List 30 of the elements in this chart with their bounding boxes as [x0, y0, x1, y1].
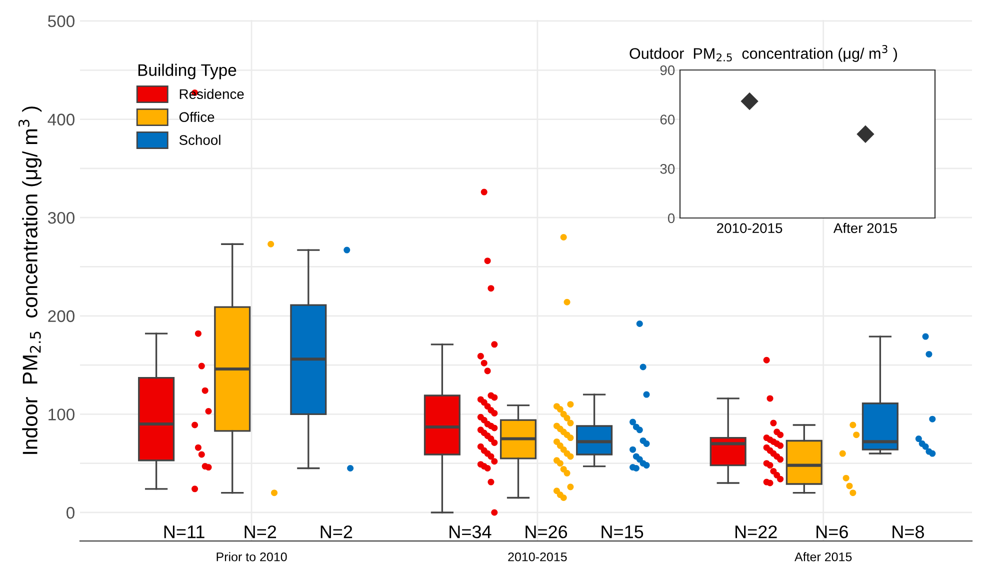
x-tick-label: 2010-2015 [508, 552, 567, 562]
y-tick-label: 200 [48, 310, 74, 322]
annotation: N=11 [164, 526, 204, 538]
annotation: N=8 [892, 525, 924, 538]
chart-title: Outdoor PM$_{2.5}$ concentration (μg/ m$^{3}$ ) [630, 44, 897, 62]
x-tick-label: After 2015 [833, 222, 897, 234]
x-tick-label: After 2015 [794, 552, 852, 562]
annotation: N=2 [244, 525, 276, 538]
legend-label: School [179, 134, 220, 145]
annotation: N=22 [736, 525, 777, 538]
y-axis-title: Indoor PM$_{2.5}$ concentration (μg/ m$^{3}$ ) [18, 106, 42, 454]
y-tick-label: 400 [48, 114, 74, 126]
y-tick-label: 0 [668, 213, 675, 224]
annotation: N=6 [816, 525, 848, 538]
annotation: N=2 [320, 525, 352, 538]
legend-label: Residence [180, 88, 244, 100]
legend-label: Office [179, 112, 214, 122]
y-tick-label: 500 [48, 15, 74, 28]
y-tick-label: 0 [66, 506, 74, 519]
y-tick-label: 90 [660, 65, 675, 76]
legend-title: Building Type [138, 64, 236, 80]
y-tick-label: 30 [660, 164, 675, 174]
annotation: N=15 [602, 526, 644, 538]
y-tick-label: 100 [48, 408, 74, 420]
y-tick-label: 300 [48, 212, 74, 224]
x-tick-label: Prior to 2010 [216, 552, 287, 562]
annotation: N=26 [526, 525, 568, 538]
y-tick-label: 60 [660, 114, 675, 125]
x-tick-label: 2010-2015 [717, 223, 782, 234]
annotation: N=34 [450, 525, 492, 538]
